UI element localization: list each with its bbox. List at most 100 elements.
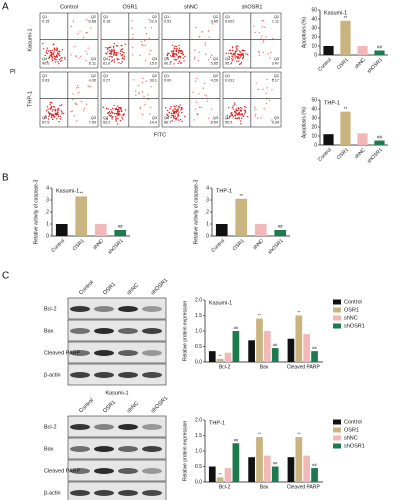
event-dot xyxy=(254,113,257,116)
event-dot xyxy=(180,62,182,64)
bar xyxy=(271,466,279,482)
legend-swatch xyxy=(333,299,341,305)
event-dot xyxy=(113,42,115,45)
event-dot xyxy=(198,36,201,38)
event-dot xyxy=(134,90,137,93)
event-dot xyxy=(102,106,105,108)
event-dot xyxy=(193,119,195,121)
event-dot xyxy=(85,60,87,62)
event-dot xyxy=(254,115,256,117)
quadrant-name: Q1 xyxy=(164,74,169,78)
event-dot xyxy=(193,58,196,60)
event-dot xyxy=(42,42,44,45)
event-dot xyxy=(147,94,149,96)
quadrant-name: Q1 xyxy=(103,74,108,78)
event-dot xyxy=(61,111,63,113)
event-dot xyxy=(108,111,111,113)
event-dot xyxy=(113,58,116,61)
quadrant-value: 0.27 xyxy=(103,79,110,83)
event-dot xyxy=(175,104,178,107)
bar xyxy=(114,230,127,236)
event-dot xyxy=(246,115,249,118)
column-header: Control xyxy=(60,4,78,10)
quadrant-value: 3.88 xyxy=(89,20,96,24)
event-dot xyxy=(49,103,51,106)
x-tick-label: shOSR1 xyxy=(366,57,384,75)
event-dot xyxy=(168,52,170,55)
y-axis-label: Relative activity of caspase-3 xyxy=(33,179,39,244)
event-dot xyxy=(235,111,237,114)
x-tick-label: shNC xyxy=(354,147,367,160)
blot-band xyxy=(70,306,90,312)
quadrant-value: 87.5 xyxy=(42,121,49,125)
event-dot xyxy=(132,33,134,36)
legend-swatch xyxy=(333,419,341,425)
event-dot xyxy=(194,56,196,58)
event-dot xyxy=(113,112,116,115)
event-dot xyxy=(44,115,47,117)
event-dot xyxy=(210,108,213,110)
bar xyxy=(215,224,228,236)
event-dot xyxy=(57,115,59,117)
event-dot xyxy=(117,109,119,112)
event-dot xyxy=(242,55,245,58)
event-dot xyxy=(121,118,124,120)
event-dot xyxy=(174,56,176,58)
bar xyxy=(303,455,311,482)
event-dot xyxy=(47,111,49,113)
blot-band xyxy=(142,490,162,496)
event-dot xyxy=(257,117,259,120)
event-dot xyxy=(107,108,109,110)
event-dot xyxy=(197,59,200,62)
event-dot xyxy=(237,107,239,109)
event-dot xyxy=(58,54,61,57)
event-dot xyxy=(131,20,133,22)
event-dot xyxy=(231,49,234,52)
event-dot xyxy=(172,112,174,115)
significance: ** xyxy=(239,193,243,198)
flow-x-label: FITC xyxy=(154,132,166,138)
blot-band xyxy=(94,306,114,312)
event-dot xyxy=(54,56,57,58)
event-dot xyxy=(74,102,76,105)
quadrant-name: Q2 xyxy=(274,15,279,19)
event-dot xyxy=(170,106,172,108)
event-dot xyxy=(80,100,83,103)
event-dot xyxy=(76,120,78,122)
event-dot xyxy=(49,55,51,58)
event-dot xyxy=(204,94,206,96)
event-dot xyxy=(227,106,230,109)
event-dot xyxy=(271,119,273,121)
quadrant-name: Q1 xyxy=(42,74,47,78)
flow-y-label: PI xyxy=(10,70,16,76)
quadrant-value: 15.0 xyxy=(150,62,157,66)
quadrant-value: 86.7 xyxy=(164,121,171,125)
quadrant-name: Q2 xyxy=(152,15,157,19)
event-dot xyxy=(238,50,241,52)
y-tick-label: 50 xyxy=(311,97,317,103)
quadrant-value: 0.63 xyxy=(42,79,49,83)
event-dot xyxy=(230,52,233,55)
y-tick-label: 20 xyxy=(311,124,317,130)
event-dot xyxy=(62,112,65,115)
event-dot xyxy=(177,56,179,58)
event-dot xyxy=(47,50,50,52)
y-axis-label: Relative protein expression xyxy=(182,301,188,362)
event-dot xyxy=(232,56,234,58)
event-dot xyxy=(236,48,238,50)
event-dot xyxy=(108,114,110,116)
event-dot xyxy=(108,59,111,61)
event-dot xyxy=(235,56,238,58)
event-dot xyxy=(178,47,181,49)
y-tick-label: 10 xyxy=(311,133,317,139)
blot-band xyxy=(142,424,162,430)
event-dot xyxy=(231,60,233,62)
blot-band xyxy=(118,424,138,430)
blot-strip xyxy=(67,297,167,320)
event-dot xyxy=(51,49,53,52)
bar xyxy=(287,338,295,362)
event-dot xyxy=(137,85,140,87)
event-dot xyxy=(177,49,180,51)
quadrant-value: 22.9 xyxy=(150,20,157,24)
x-tick-label: OSR1 xyxy=(72,238,86,252)
